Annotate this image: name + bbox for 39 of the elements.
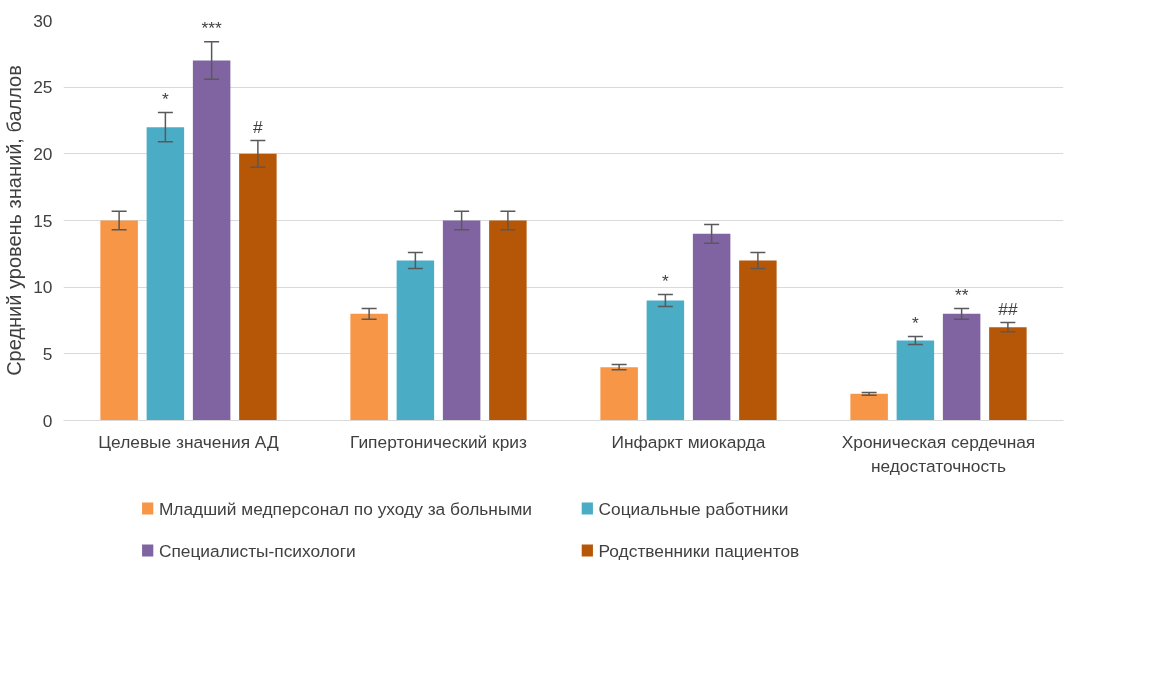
y-tick-label: 10 bbox=[33, 277, 53, 298]
bar bbox=[192, 60, 231, 421]
data-label: * bbox=[162, 88, 169, 109]
bar bbox=[396, 260, 435, 421]
y-tick-label: 15 bbox=[33, 210, 53, 231]
bar bbox=[350, 313, 388, 421]
bar bbox=[489, 220, 527, 421]
y-tick-label: 0 bbox=[42, 410, 53, 431]
bar bbox=[739, 260, 777, 421]
bar bbox=[239, 153, 277, 421]
y-tick-label: 25 bbox=[33, 77, 53, 98]
x-tick-label: Инфаркт миокарда bbox=[611, 431, 766, 452]
data-label: ** bbox=[954, 284, 969, 305]
data-label: *** bbox=[201, 17, 222, 38]
data-label: * bbox=[662, 270, 669, 291]
bar bbox=[646, 300, 685, 421]
x-tick-label: Гипертонический криз bbox=[350, 431, 528, 452]
bar bbox=[600, 367, 638, 421]
bar bbox=[896, 340, 935, 421]
x-tick-label: Целевые значения АД bbox=[98, 431, 280, 452]
bar bbox=[942, 313, 981, 421]
data-label: ## bbox=[998, 298, 1018, 319]
bar bbox=[989, 327, 1027, 421]
data-label: * bbox=[912, 312, 919, 333]
bar bbox=[146, 127, 185, 421]
y-axis-title: Средний уровень знаний, баллов bbox=[3, 65, 26, 376]
legend-label: Социальные работники bbox=[598, 498, 789, 519]
bar bbox=[692, 233, 731, 421]
bar bbox=[442, 220, 481, 421]
legend-label: Родственники пациентов bbox=[598, 540, 800, 561]
data-label: # bbox=[253, 116, 264, 137]
x-tick-label: Хроническая сердечная недостаточность bbox=[841, 431, 1036, 476]
bar bbox=[850, 393, 888, 421]
legend-label: Младший медперсонал по уходу за больными bbox=[158, 498, 532, 519]
y-tick-label: 30 bbox=[33, 10, 53, 31]
legend-label: Специалисты-психологи bbox=[158, 540, 356, 561]
y-tick-label: 20 bbox=[33, 143, 53, 164]
bar bbox=[100, 220, 138, 421]
y-tick-label: 5 bbox=[42, 343, 53, 364]
